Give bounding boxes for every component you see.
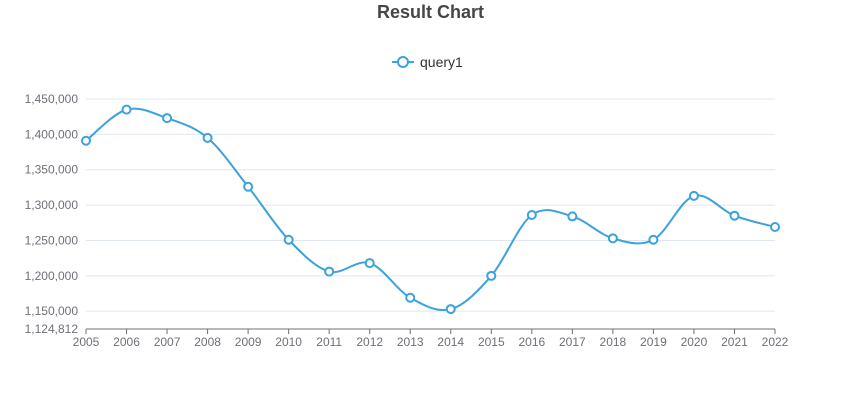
data-point[interactable] [526,209,537,220]
series-line-query1 [85,107,776,311]
y-tick-label: 1,250,000 [25,233,79,247]
data-point[interactable] [121,104,132,115]
x-tick-label: 2008 [194,335,221,349]
x-tick-label: 2009 [235,335,262,349]
y-tick-label: 1,150,000 [25,304,79,318]
legend-label: query1 [420,54,463,70]
x-axis-tick-labels: 2005 2006 2007 2008 2009 2010 2011 2012 2013 2014… [73,335,789,349]
data-point[interactable] [283,234,294,245]
x-tick-label: 2018 [600,335,627,349]
axes [85,328,776,334]
data-point[interactable] [162,113,173,124]
x-tick-label: 2022 [762,335,789,349]
x-tick-label: 2019 [640,335,667,349]
x-tick-label: 2012 [356,335,383,349]
data-point[interactable] [364,258,375,269]
data-point[interactable] [688,190,699,201]
legend-swatch-icon [392,56,414,68]
data-point[interactable] [567,211,578,222]
x-tick-label: 2021 [721,335,748,349]
y-tick-label: 1,400,000 [25,127,79,141]
x-tick-label: 2005 [73,335,100,349]
y-axis-tick-labels: 1,124,812 1,150,000 1,200,000 1,250,000 1,30… [25,92,79,336]
y-tick-label: 1,124,812 [25,322,79,336]
data-point[interactable] [729,210,740,221]
y-tick-label: 1,350,000 [25,163,79,177]
y-tick-label: 1,200,000 [25,269,79,283]
x-tick-label: 2007 [154,335,181,349]
y-tick-label: 1,300,000 [25,198,79,212]
chart-title: Result Chart [376,2,484,22]
x-tick-label: 2010 [275,335,302,349]
grid-lines [86,98,775,312]
x-tick-label: 2016 [518,335,545,349]
data-points [81,104,780,315]
x-tick-label: 2015 [478,335,505,349]
data-point[interactable] [607,233,618,244]
data-point[interactable] [486,270,497,281]
x-tick-label: 2014 [437,335,464,349]
x-tick-label: 2013 [397,335,424,349]
data-point[interactable] [202,132,213,143]
x-tick-label: 2006 [113,335,140,349]
x-tick-label: 2011 [316,335,342,349]
data-point[interactable] [324,266,335,277]
data-point[interactable] [445,304,456,315]
data-point[interactable] [243,181,254,192]
data-point[interactable] [648,234,659,245]
y-tick-label: 1,450,000 [25,92,79,106]
data-point[interactable] [81,135,91,146]
series-lines [85,107,776,311]
legend[interactable]: query1 [392,54,463,70]
data-point[interactable] [770,222,780,233]
x-tick-label: 2020 [681,335,708,349]
data-point[interactable] [405,292,416,303]
x-tick-label: 2017 [559,335,586,349]
